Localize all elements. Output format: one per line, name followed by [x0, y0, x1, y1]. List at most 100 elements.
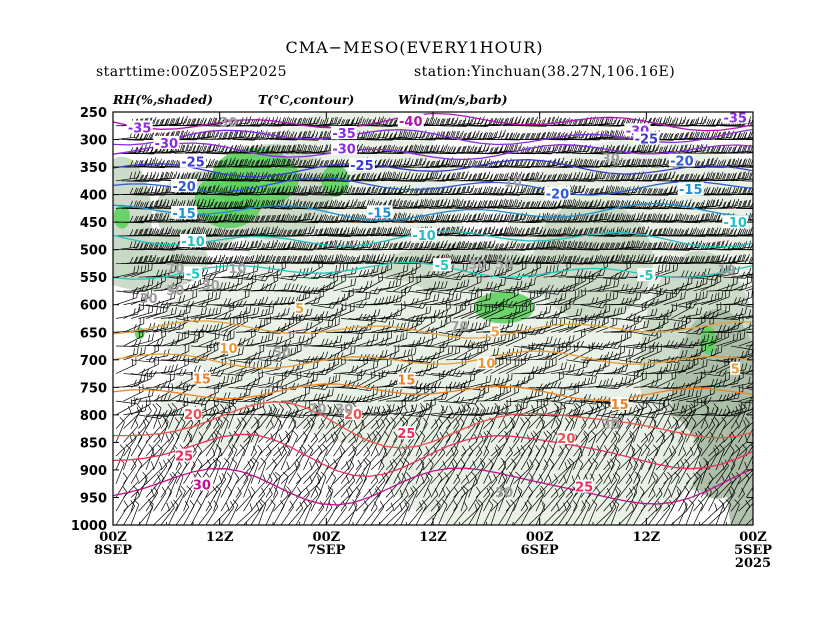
wind-barb-feather [769, 201, 772, 207]
wind-barb-feather [511, 159, 515, 167]
wind-barb-feather [195, 145, 200, 153]
wind-barb-feather [702, 200, 705, 207]
wind-barb-feather [577, 171, 581, 179]
wind-barb-feather [499, 214, 503, 222]
wind-barb-feather [550, 116, 554, 124]
wind-barb-feather [181, 116, 184, 124]
wind-barb-feather [320, 173, 324, 181]
wind-barb-feather [270, 214, 274, 222]
wind-barb-feather [710, 146, 714, 154]
wind-barb-feather [569, 158, 573, 166]
wind-barb-feather [298, 160, 302, 167]
wind-barb-feather [483, 144, 487, 152]
wind-barb-feather [712, 132, 717, 140]
wind-barb-feather [679, 117, 683, 124]
wind-barb-feather [357, 131, 361, 139]
wind-barb-feather [765, 186, 767, 193]
wind-barb-feather [759, 145, 761, 152]
wind-barb-feather [578, 200, 583, 208]
wind-barb-feather [675, 214, 679, 222]
wind-barb-feather [594, 171, 598, 179]
wind-barb-feather [384, 145, 388, 153]
wind-barb-feather [393, 159, 397, 166]
wind-barb-feather [229, 213, 232, 221]
wind-barb-feather [442, 173, 446, 181]
wind-barb-feather [617, 118, 621, 126]
wind-barb-feather [400, 200, 403, 208]
wind-barb-feather [198, 172, 202, 180]
wind-barb-feather [675, 145, 679, 153]
wind-barb-feather [494, 173, 498, 181]
wind-barb-feather [577, 199, 581, 207]
wind-barb-feather [474, 173, 478, 181]
wind-barb-feather [621, 159, 625, 167]
wind-barb-feather [329, 117, 333, 125]
wind-barb-feather [769, 228, 771, 235]
wind-barb-feather [744, 172, 748, 180]
wind-barb-feather [467, 116, 471, 124]
wind-barb-feather [601, 117, 605, 125]
wind-barb-feather [202, 213, 206, 221]
wind-barb-feather [357, 118, 361, 126]
wind-barb-feather [393, 213, 396, 220]
wind-barb-feather [203, 173, 208, 181]
wind-barb-feather [230, 160, 234, 167]
wind-barb-feather [452, 131, 456, 139]
wind-barb-feather [216, 184, 220, 192]
wind-barb-feather [709, 171, 713, 179]
wind-barb-feather [498, 186, 502, 194]
wind-barb-feather [521, 187, 526, 195]
wind-barb-feather [228, 158, 232, 165]
wind-barb-feather [580, 172, 583, 180]
wind-barb-feather [137, 147, 142, 154]
wind-barb-feather [278, 186, 281, 194]
wind-barb-feather [366, 132, 371, 139]
wind-barb-feather [336, 214, 340, 222]
wind-barb-feather [728, 146, 733, 154]
wind-barb-feather [378, 131, 382, 139]
wind-barb-feather [468, 187, 473, 195]
wind-barb-feather [500, 132, 505, 140]
wind-barb-feather [702, 159, 706, 166]
wind-barb-feather [333, 184, 337, 192]
wind-barb-feather [626, 159, 630, 167]
wind-barb-feather [456, 187, 461, 194]
wind-barb-feather [754, 146, 756, 153]
wind-barb-feather [158, 200, 162, 207]
wind-barb-feather [323, 131, 327, 138]
wind-barb-feather [452, 199, 456, 207]
wind-barb-feather [381, 159, 385, 167]
wind-barb-feather [707, 131, 711, 139]
wind-barb-feather [743, 187, 747, 195]
wind-barb-feather [361, 130, 365, 138]
wind-barb-feather [272, 187, 276, 194]
wind-barb-feather [222, 254, 226, 262]
wind-barb-feather [656, 143, 660, 151]
wind-barb-feather [430, 160, 435, 168]
wind-barb-feather [578, 159, 582, 167]
wind-barb-feather [503, 188, 508, 196]
wind-barb-feather [573, 186, 577, 193]
wind-barb-feather [557, 118, 561, 126]
wind-barb-feather [227, 213, 231, 221]
wind-barb-feather [680, 173, 685, 181]
wind-barb-feather [213, 201, 217, 209]
wind-barb-feather [725, 201, 730, 209]
wind-barb-feather [739, 172, 742, 180]
wind-barb-feather [683, 213, 687, 221]
wind-barb-feather [732, 158, 736, 166]
wind-barb-feather [696, 214, 700, 221]
wind-barb-feather [315, 118, 319, 126]
wind-barb-feather [471, 199, 475, 207]
wind-barb-feather [360, 173, 364, 181]
wind-barb-feather [532, 145, 536, 153]
wind-barb-feather [765, 228, 767, 235]
wind-barb-feather [516, 173, 521, 181]
wind-barb-feather [718, 118, 722, 126]
wind-barb-feather [444, 144, 448, 152]
wind-barb-feather [222, 131, 226, 139]
wind-barb-feather [569, 145, 573, 153]
wind-barb-feather [413, 187, 417, 195]
wind-barb-feather [174, 118, 178, 125]
wind-barb-feather [142, 201, 147, 209]
